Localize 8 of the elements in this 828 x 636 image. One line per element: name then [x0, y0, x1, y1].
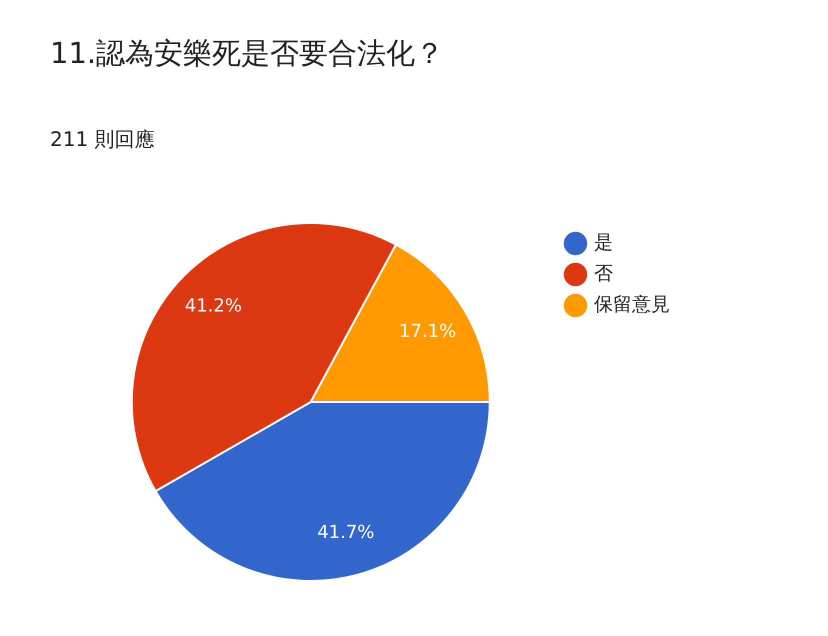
legend-label: 是: [594, 231, 613, 254]
data-label: 17.1%: [399, 321, 456, 342]
legend-label: 保留意見: [594, 293, 670, 316]
data-label: 41.7%: [317, 522, 374, 544]
chart-title: 11.認為安樂死是否要合法化？: [50, 35, 444, 72]
legend-label: 否: [594, 262, 613, 284]
chart-subtitle: 211 則回應: [50, 126, 155, 153]
data-label: 41.2%: [184, 296, 242, 317]
